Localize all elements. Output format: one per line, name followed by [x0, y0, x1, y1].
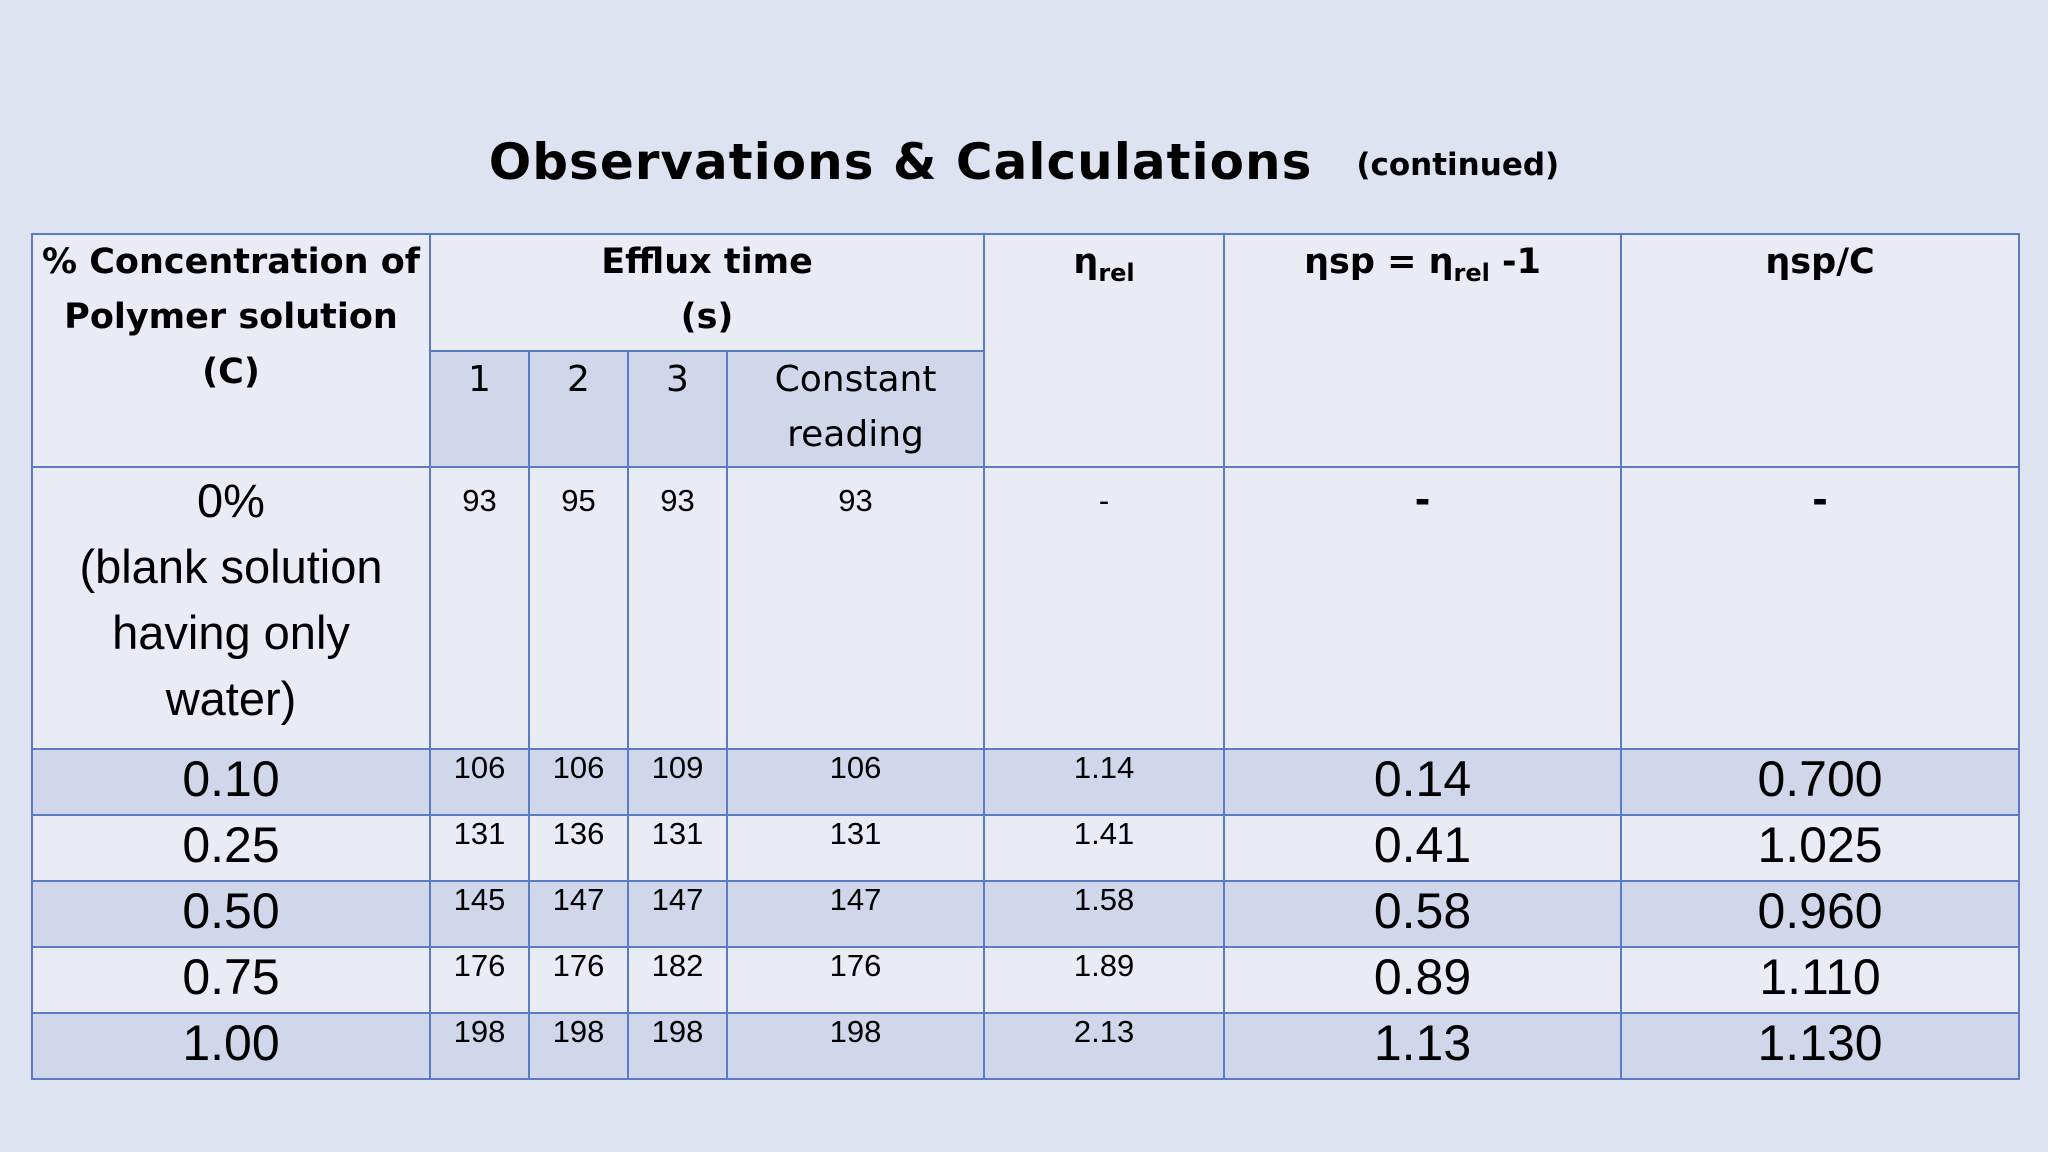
row-eta-sp-c: 1.130 [1620, 1012, 2021, 1080]
table-row: 1.00 198 198 198 198 2.13 1.13 1.130 [31, 1012, 2021, 1080]
row-concentration: 1.00 [31, 1012, 431, 1080]
row-t3: 147 [627, 880, 728, 948]
header-trial-1: 1 [429, 350, 530, 468]
row-eta-sp: 0.41 [1223, 814, 1623, 882]
observations-table: % Concentration of Polymer solution (C) … [31, 233, 2021, 1080]
header-constant-line1: Constant [774, 359, 937, 400]
row-eta-rel: 1.41 [983, 814, 1226, 882]
eta-sp-symbol: η [1428, 242, 1454, 282]
row-t1: 176 [429, 946, 530, 1014]
blank-t1: 93 [429, 466, 530, 750]
row-t2: 136 [528, 814, 629, 882]
blank-conc-line2: (blank solution [79, 540, 383, 593]
header-concentration: % Concentration of Polymer solution (C) [31, 233, 431, 468]
eta-sp-suffix: -1 [1489, 242, 1541, 282]
row-concentration: 0.50 [31, 880, 431, 948]
row-t1: 131 [429, 814, 530, 882]
header-concentration-line2: Polymer solution (C) [64, 297, 398, 392]
blank-conc-line3: having only [112, 606, 350, 659]
row-eta-sp-c: 0.700 [1620, 748, 2021, 816]
row-eta-rel: 2.13 [983, 1012, 1226, 1080]
header-concentration-line1: % Concentration of [41, 242, 421, 282]
row-eta-sp-c: 1.025 [1620, 814, 2021, 882]
table-row: 0.25 131 136 131 131 1.41 0.41 1.025 [31, 814, 2021, 882]
eta-rel-symbol: η [1073, 242, 1099, 282]
blank-constant: 93 [725, 466, 986, 750]
row-eta-sp: 1.13 [1223, 1012, 1623, 1080]
row-constant: 198 [725, 1012, 986, 1080]
table-row: 0.75 176 176 182 176 1.89 0.89 1.110 [31, 946, 2021, 1014]
blank-t3: 93 [627, 466, 728, 750]
row-t2: 147 [528, 880, 629, 948]
eta-rel-subscript: rel [1098, 259, 1135, 287]
row-eta-sp: 0.89 [1223, 946, 1623, 1014]
blank-eta-sp-c: - [1620, 466, 2021, 750]
row-t3: 109 [627, 748, 728, 816]
row-constant: 176 [725, 946, 986, 1014]
blank-conc-line1: 0% [197, 474, 265, 527]
row-eta-rel: 1.89 [983, 946, 1226, 1014]
header-row-2: 1 2 3 Constant reading [32, 350, 2019, 468]
table-row: 0.50 145 147 147 147 1.58 0.58 0.960 [31, 880, 2021, 948]
header-constant-line2: reading [787, 414, 924, 455]
row-eta-sp-c: 1.110 [1620, 946, 2021, 1014]
row-t1: 106 [429, 748, 530, 816]
blank-eta-rel: - [983, 466, 1226, 750]
row-eta-rel: 1.58 [983, 880, 1226, 948]
blank-eta-sp: - [1223, 466, 1623, 750]
header-eta-rel: ηrel [983, 233, 1226, 468]
header-trial-3: 3 [627, 350, 728, 468]
header-efflux-line2: (s) [680, 297, 734, 337]
eta-sp-prefix: ηsp = [1304, 242, 1429, 282]
row-t2: 198 [528, 1012, 629, 1080]
row-eta-sp: 0.14 [1223, 748, 1623, 816]
row-t2: 176 [528, 946, 629, 1014]
row-eta-sp: 0.58 [1223, 880, 1623, 948]
blank-concentration: 0% (blank solution having only water) [31, 466, 431, 750]
row-t3: 131 [627, 814, 728, 882]
row-concentration: 0.25 [31, 814, 431, 882]
header-trial-2: 2 [528, 350, 629, 468]
title-main: Observations & Calculations [488, 133, 1313, 191]
slide-title: Observations & Calculations (continued) [0, 133, 2048, 191]
row-concentration: 0.10 [31, 748, 431, 816]
row-concentration: 0.75 [31, 946, 431, 1014]
row-t2: 106 [528, 748, 629, 816]
row-t3: 198 [627, 1012, 728, 1080]
blank-conc-line4: water) [165, 672, 297, 725]
row-eta-rel: 1.14 [983, 748, 1226, 816]
table-row-blank: 0% (blank solution having only water) 93… [31, 466, 2021, 750]
header-efflux-line1: Efflux time [601, 242, 813, 282]
header-eta-sp-c: ηsp/C [1620, 233, 2021, 468]
header-constant-reading: Constant reading [725, 350, 986, 468]
row-t1: 145 [429, 880, 530, 948]
table-row: 0.10 106 106 109 106 1.14 0.14 0.700 [31, 748, 2021, 816]
header-row-1: % Concentration of Polymer solution (C) … [31, 233, 2021, 468]
row-t1: 198 [429, 1012, 530, 1080]
row-t3: 182 [627, 946, 728, 1014]
title-continued: (continued) [1356, 147, 1560, 183]
row-constant: 131 [725, 814, 986, 882]
row-constant: 147 [725, 880, 986, 948]
header-eta-sp: ηsp = ηrel -1 [1223, 233, 1623, 468]
blank-t2: 95 [528, 466, 629, 750]
header-efflux-time: Efflux time (s) [428, 233, 986, 352]
eta-sp-subscript: rel [1453, 259, 1490, 287]
row-constant: 106 [725, 748, 986, 816]
row-eta-sp-c: 0.960 [1620, 880, 2021, 948]
